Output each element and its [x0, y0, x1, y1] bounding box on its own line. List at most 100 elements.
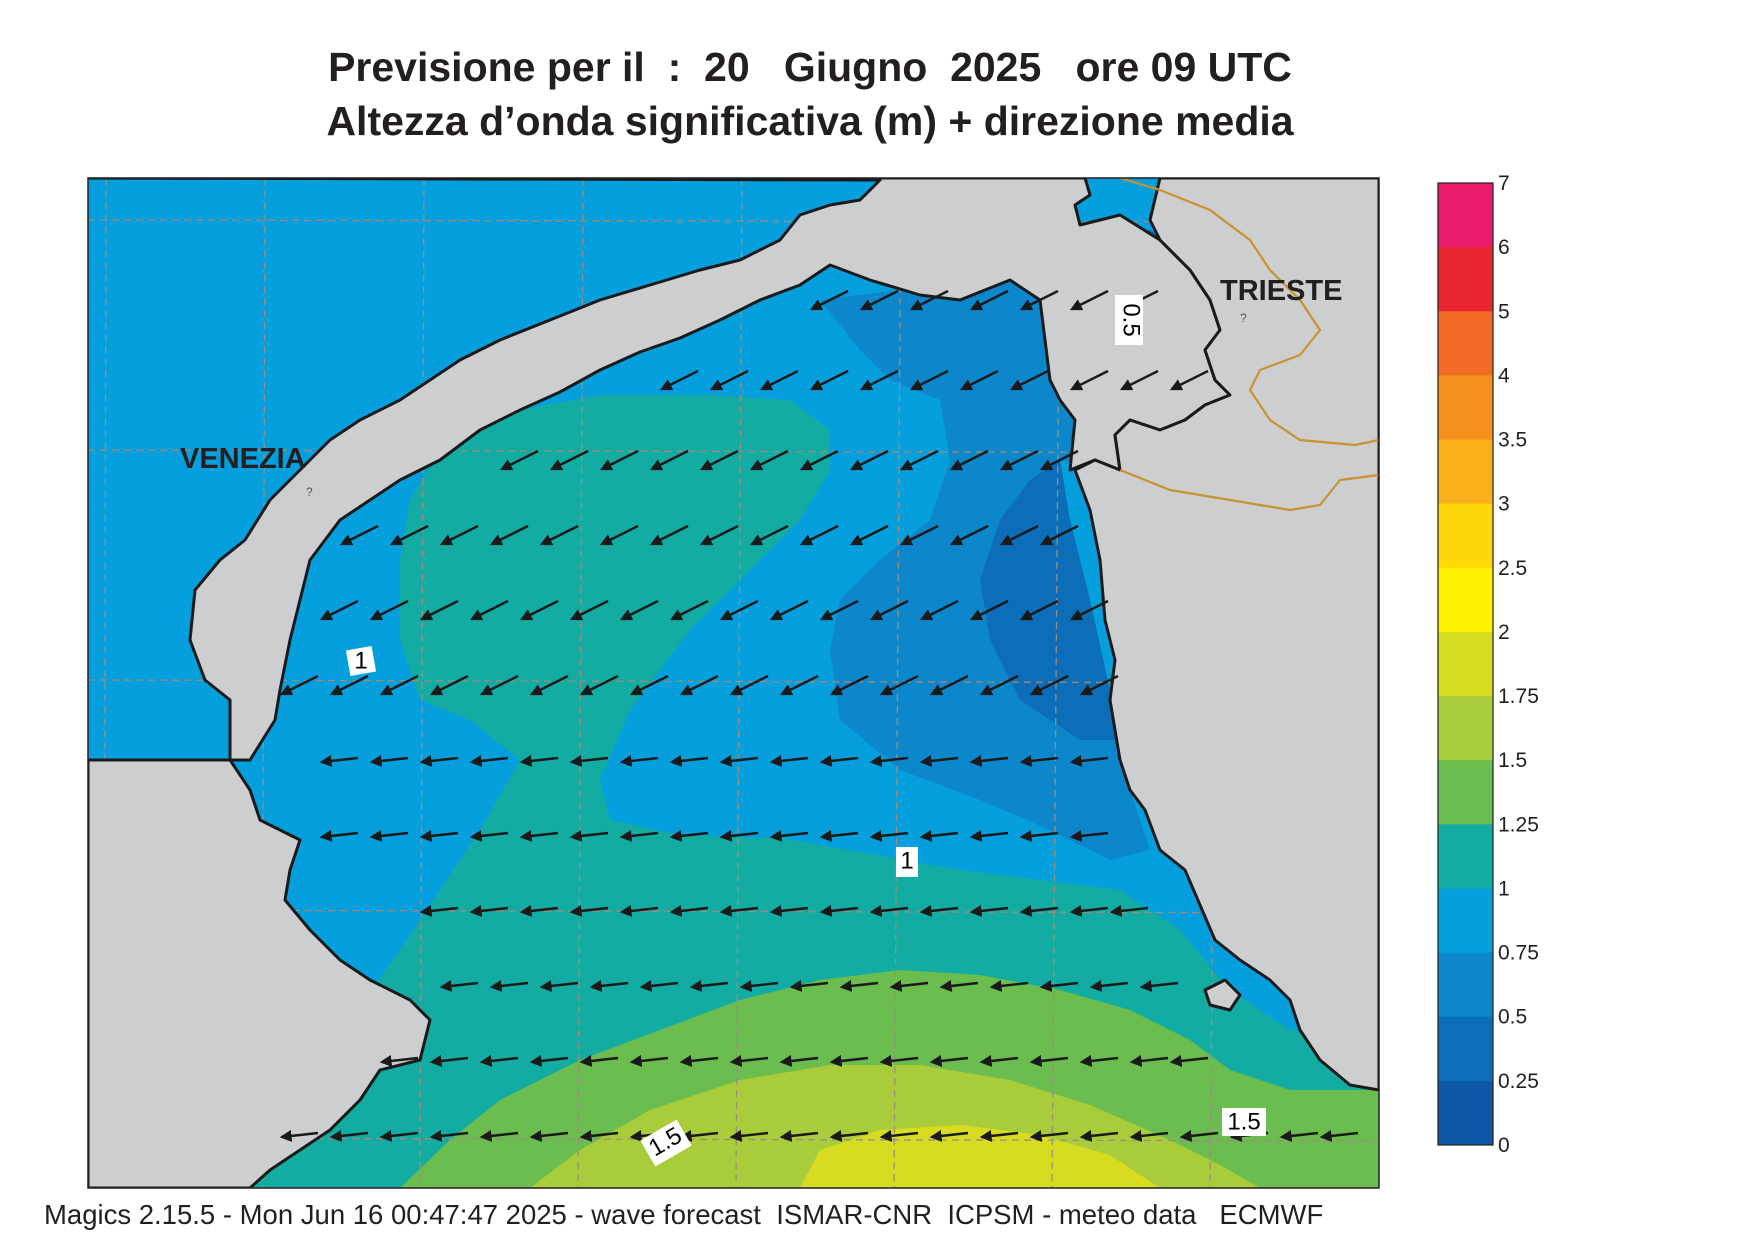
wave-arrow	[1319, 1129, 1359, 1142]
legend-swatch	[1438, 247, 1493, 312]
wave-arrow	[369, 829, 409, 842]
contour-label-0-5-group: 0.5	[1115, 295, 1145, 345]
wave-arrow	[1029, 1129, 1069, 1142]
wave-arrow	[839, 979, 879, 992]
wave-arrow	[429, 1129, 469, 1142]
wave-arrow	[899, 449, 939, 471]
wave-arrow	[849, 449, 889, 471]
wave-arrow	[619, 754, 659, 767]
wave-arrow	[529, 1054, 569, 1067]
wave-arrow	[669, 599, 709, 621]
wave-arrow	[659, 369, 699, 391]
wave-arrow	[479, 1129, 519, 1142]
city-marker-venezia: ?	[306, 485, 313, 499]
wave-arrow	[1129, 1054, 1169, 1067]
land	[88, 178, 1379, 1188]
wave-arrow	[319, 829, 359, 842]
wave-arrow	[769, 904, 809, 917]
wave-arrow	[969, 754, 1009, 767]
wave-arrow	[1039, 449, 1079, 471]
legend-swatch	[1438, 824, 1493, 889]
wave-arrow	[319, 599, 359, 621]
legend-colorbar: 7 6 5 4 3.5 3 2.5 2 1.75 1.5 1.25 1 0.75 0.5 0.25 0	[1438, 172, 1539, 1157]
wave-arrow	[279, 674, 319, 696]
legend-swatch	[1438, 503, 1493, 569]
legend-swatch	[1438, 1080, 1493, 1146]
wave-arrow	[619, 904, 659, 917]
wave-arrow	[439, 524, 479, 546]
wave-arrow	[969, 904, 1009, 917]
map-frame	[87, 177, 1380, 1189]
wave-arrow	[849, 524, 889, 546]
wave-arrow	[469, 754, 509, 767]
contour-label-0-5: 0.5	[1118, 303, 1145, 336]
wave-arrow	[819, 599, 859, 621]
wave-arrow	[829, 674, 869, 696]
wave-arrow	[569, 599, 609, 621]
map-area: 0.5 1 1 1.5 1.5	[88, 178, 1379, 1188]
wave-arrow	[819, 754, 859, 767]
wave-arrow	[519, 599, 559, 621]
legend-swatch	[1438, 1016, 1493, 1082]
wave-arrow	[619, 599, 659, 621]
wave-arrow	[1039, 979, 1079, 992]
legend-swatch	[1438, 183, 1493, 248]
wave-arrow	[909, 289, 949, 311]
wave-arrow	[369, 754, 409, 767]
contour-label-1-center-group: 1	[896, 847, 918, 877]
wave-arrow	[769, 829, 809, 842]
page-subtitle: Altezza d’onda significativa (m) + direz…	[326, 98, 1294, 144]
wave-arrow	[629, 674, 669, 696]
wave-arrow	[689, 979, 729, 992]
wave-arrow	[929, 674, 969, 696]
wave-arrow	[779, 1054, 819, 1067]
wave-arrow	[769, 599, 809, 621]
wave-arrow	[569, 904, 609, 917]
wave-arrow	[629, 1054, 669, 1067]
legend-label: 3.5	[1498, 429, 1527, 452]
wave-arrow	[879, 674, 919, 696]
wave-arrow	[419, 829, 459, 842]
legend-label: 1.5	[1498, 749, 1527, 772]
wave-arrow	[819, 904, 859, 917]
wave-arrow	[749, 449, 789, 471]
wave-arrow	[919, 599, 959, 621]
legend-label: 4	[1498, 364, 1510, 387]
wave-arrow	[779, 674, 819, 696]
wave-arrow	[589, 979, 629, 992]
legend-label: 0.75	[1498, 942, 1539, 965]
political-border	[1119, 178, 1379, 447]
wave-arrow	[1069, 599, 1109, 621]
wave-arrow	[1069, 904, 1109, 917]
page-title: Previsione per il : 20 Giugno 2025 ore 0…	[328, 44, 1292, 90]
wave-arrow	[669, 754, 709, 767]
wave-direction-arrows	[279, 289, 1359, 1142]
contour-label-1-center: 1	[900, 847, 913, 874]
wave-arrow	[569, 754, 609, 767]
wave-arrow	[379, 1129, 419, 1142]
wave-arrow	[529, 1129, 569, 1142]
legend-frame	[1437, 182, 1494, 1146]
legend-swatch	[1438, 631, 1493, 697]
wave-arrow	[1069, 369, 1109, 391]
wave-arrow	[729, 1054, 769, 1067]
wave-arrow	[479, 674, 519, 696]
wave-arrow	[1029, 1054, 1069, 1067]
wave-arrow	[679, 1054, 719, 1067]
wave-arrow	[329, 1129, 369, 1142]
wave-arrow	[569, 829, 609, 842]
legend-label: 1.25	[1498, 813, 1539, 836]
wave-arrow	[579, 674, 619, 696]
wave-arrow	[989, 979, 1029, 992]
wave-arrow	[489, 524, 529, 546]
land-east-coast	[1073, 178, 1379, 1092]
wave-arrow	[919, 754, 959, 767]
wave-arrow	[329, 674, 369, 696]
wave-arrow	[1079, 674, 1119, 696]
political-border-south	[1119, 468, 1379, 512]
wave-arrow	[379, 674, 419, 696]
wave-arrow	[469, 599, 509, 621]
wave-arrow	[369, 599, 409, 621]
wave-arrow	[389, 524, 429, 546]
legend-swatch	[1438, 888, 1493, 954]
